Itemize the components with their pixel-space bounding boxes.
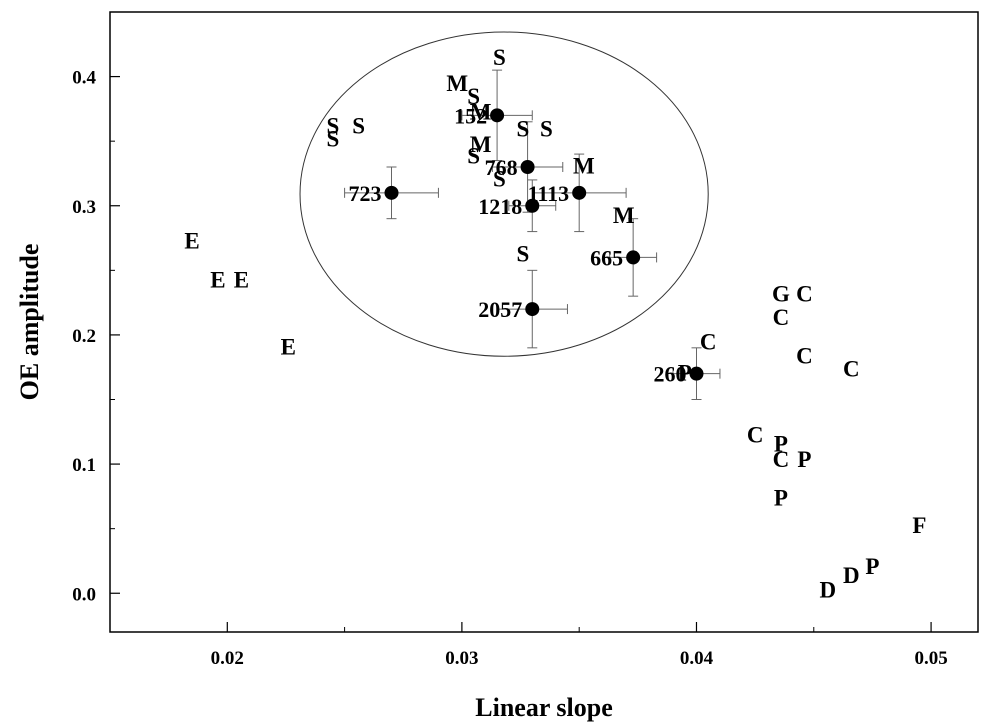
category-letter: C (796, 344, 813, 369)
category-letter: P (678, 360, 692, 385)
category-letter: C (773, 305, 790, 330)
category-letter: E (281, 335, 296, 360)
category-letter: C (747, 422, 764, 447)
cluster-ellipse (299, 31, 709, 357)
point-label: 260 (653, 362, 686, 387)
x-tick-label: 0.05 (914, 648, 947, 669)
plot-border (109, 11, 979, 633)
y-axis-title: OE amplitude (15, 244, 44, 401)
category-letter: M (573, 154, 595, 179)
category-letter: E (234, 267, 249, 292)
point-label: 768 (485, 155, 518, 180)
category-letter: C (796, 282, 813, 307)
data-point (525, 198, 540, 213)
data-point (384, 185, 399, 200)
x-axis-ticks: 0.02 0.03 0.04 0.05 (109, 622, 948, 669)
y-tick-label: 0.4 (72, 68, 96, 89)
category-letter: E (184, 229, 199, 254)
x-tick-label: 0.02 (211, 648, 244, 669)
category-letter: S (467, 143, 480, 168)
y-tick-label: 0.3 (72, 197, 96, 218)
category-letter: S (352, 114, 365, 139)
category-letter: C (700, 329, 717, 354)
category-letter: S (540, 116, 553, 141)
x-axis-title: Linear slope (475, 693, 612, 722)
category-letter: P (774, 486, 788, 511)
category-letter: P (774, 431, 788, 456)
point-label: 723 (349, 181, 382, 206)
point-label: 2057 (478, 297, 522, 322)
category-letter: D (820, 577, 837, 602)
data-point (689, 366, 704, 381)
category-letter: M (613, 203, 635, 228)
category-letter: S (467, 84, 480, 109)
category-letter: D (843, 563, 860, 588)
category-letter: G (772, 282, 790, 307)
data-point (572, 185, 587, 200)
cluster-ellipse-layer (299, 31, 709, 357)
category-letter: P (797, 447, 811, 472)
y-tick-label: 0.1 (72, 455, 96, 476)
category-letter: S (326, 114, 339, 139)
category-letter: M (446, 71, 468, 96)
category-letter: P (865, 554, 879, 579)
category-letter: S (493, 45, 506, 70)
category-letter: S (493, 167, 506, 192)
point-label: 152 (454, 103, 487, 128)
point-label: 1218 (478, 194, 522, 219)
y-axis-ticks: 0.0 0.1 0.2 0.3 0.4 (72, 11, 120, 605)
x-tick-label: 0.03 (445, 648, 478, 669)
category-letter: M (470, 132, 492, 157)
y-tick-label: 0.2 (72, 326, 96, 347)
data-point (490, 108, 505, 123)
y-tick-label: 0.0 (72, 584, 96, 605)
category-letter: C (773, 447, 790, 472)
data-point (520, 160, 535, 174)
category-letter: E (210, 267, 225, 292)
data-point (525, 302, 540, 317)
data-point (626, 250, 641, 265)
error-bars (344, 69, 721, 400)
point-label: 665 (590, 245, 623, 270)
plot-frame (109, 11, 979, 633)
category-letter: S (516, 116, 529, 141)
category-letter: S (516, 242, 529, 267)
category-letter: M (470, 99, 492, 124)
category-letter: F (912, 513, 926, 538)
x-tick-label: 0.04 (680, 648, 714, 669)
category-letter: S (326, 127, 339, 152)
category-letter: C (843, 357, 860, 382)
